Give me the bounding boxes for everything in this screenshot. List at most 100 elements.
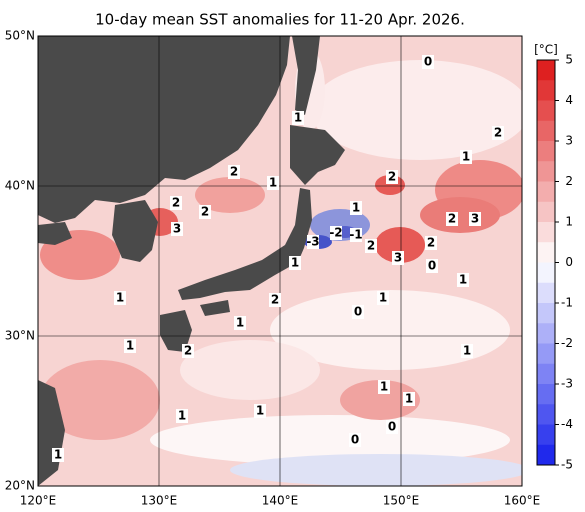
contour-label: 2 [494, 126, 502, 140]
contour-label: 1 [236, 316, 244, 330]
contour-label-bg [176, 409, 188, 423]
contour-label: 2 [172, 196, 180, 210]
colorbar-tick-label: 3 [565, 134, 573, 148]
contour-label-bg [365, 239, 377, 253]
colorbar-step [537, 100, 555, 122]
contour-label-bg [469, 212, 481, 226]
contour-label-bg [234, 316, 246, 330]
colorbar-step [537, 282, 555, 304]
colorbar-step [537, 181, 555, 203]
colorbar-tick-label: -2 [561, 336, 573, 350]
colorbar-step [537, 404, 555, 425]
contour-label-bg [330, 226, 342, 240]
colorbar-step [537, 262, 555, 284]
colorbar-tick-label: 0 [565, 255, 573, 269]
contour-label-bg [228, 165, 240, 179]
contour-label: 0 [424, 55, 432, 69]
colorbar-step [537, 80, 555, 101]
contour-label: 3 [394, 251, 402, 265]
colorbar-step [537, 141, 555, 162]
contour-label: 1 [269, 176, 277, 190]
contour-label-bg [422, 55, 434, 69]
contour-label-bg [182, 344, 194, 358]
colorbar-tick-label: 5 [565, 53, 573, 67]
contour-label-bg [446, 212, 458, 226]
contour-label: 3 [173, 222, 181, 236]
lon-label: 150°E [383, 494, 420, 508]
contour-label-bg [350, 201, 362, 215]
contour-label: 2 [184, 344, 192, 358]
colorbar-tick-label: -5 [561, 458, 573, 472]
colorbar-step [537, 242, 555, 263]
anomaly-patches [40, 50, 522, 486]
contour-label: 1 [116, 291, 124, 305]
lon-label: 160°E [504, 494, 541, 508]
contour-label: 1 [256, 404, 264, 418]
contour-label: 1 [405, 392, 413, 406]
colorbar-step [537, 444, 555, 466]
contour-label-bg [457, 273, 469, 287]
lon-label: 130°E [141, 494, 178, 508]
lon-label: 120°E [20, 494, 57, 508]
contour-label: 2 [388, 170, 396, 184]
contour-label: 2 [271, 293, 279, 307]
contour-label: 2 [367, 239, 375, 253]
colorbar-tick-label: 2 [565, 174, 573, 188]
contour-label: 1 [462, 150, 470, 164]
contour-label: 3 [471, 212, 479, 226]
colorbar-step [537, 222, 555, 243]
colorbar-tick-label: -1 [561, 296, 573, 310]
contour-label-bg [254, 404, 266, 418]
colorbar-step [537, 343, 555, 365]
contour-label-bg [403, 392, 415, 406]
map-title: 10-day mean SST anomalies for 11-20 Apr.… [95, 11, 465, 29]
colorbar-tick-label: 1 [565, 215, 573, 229]
contour-label-bg [350, 228, 362, 242]
contour-label: 1 [352, 201, 360, 215]
contour-label-bg [292, 111, 304, 125]
colorbar-step [537, 303, 555, 324]
contour-label-bg [171, 222, 183, 236]
contour-label-bg [170, 196, 182, 210]
contour-label-bg [392, 251, 404, 265]
colorbar-tick-label: -4 [561, 417, 573, 431]
lat-label: 50°N [5, 29, 35, 43]
contour-label: 2 [427, 236, 435, 250]
contour-label-bg [425, 236, 437, 250]
contour-label: 1 [380, 380, 388, 394]
lat-label: 30°N [5, 329, 35, 343]
contour-label: 1 [463, 344, 471, 358]
contour-label-bg [269, 293, 281, 307]
contour-label: -1 [349, 228, 362, 242]
contour-label-bg [386, 170, 398, 184]
contour-label: 0 [388, 420, 396, 434]
contour-label: 1 [178, 409, 186, 423]
contour-label: 2 [201, 205, 209, 219]
map-frame [37, 35, 523, 487]
lat-label: 20°N [5, 479, 35, 493]
colorbar-step [537, 201, 555, 223]
contour-label: 0 [428, 259, 436, 273]
land [38, 36, 345, 486]
colorbar-step [537, 60, 555, 81]
contour-label: 1 [459, 273, 467, 287]
contour-label: 1 [54, 448, 62, 462]
colorbar-step [537, 120, 555, 142]
contour-label: 2 [448, 212, 456, 226]
colorbar-step [537, 424, 555, 446]
contour-label-bg [426, 259, 438, 273]
contour-label-bg [378, 380, 390, 394]
contour-label-bg [461, 344, 473, 358]
contour-label-bg [352, 305, 364, 319]
contour-label-bg [460, 150, 472, 164]
contour-label: -3 [306, 235, 319, 249]
contour-label-bg [349, 433, 361, 447]
contour-label-bg [267, 176, 279, 190]
colorbar-tick-label: 4 [565, 93, 573, 107]
contour-label: 1 [126, 339, 134, 353]
contour-label-bg [307, 235, 319, 249]
contour-label: 1 [294, 111, 302, 125]
colorbar-tick-label: -3 [561, 377, 573, 391]
colorbar-step [537, 323, 555, 344]
